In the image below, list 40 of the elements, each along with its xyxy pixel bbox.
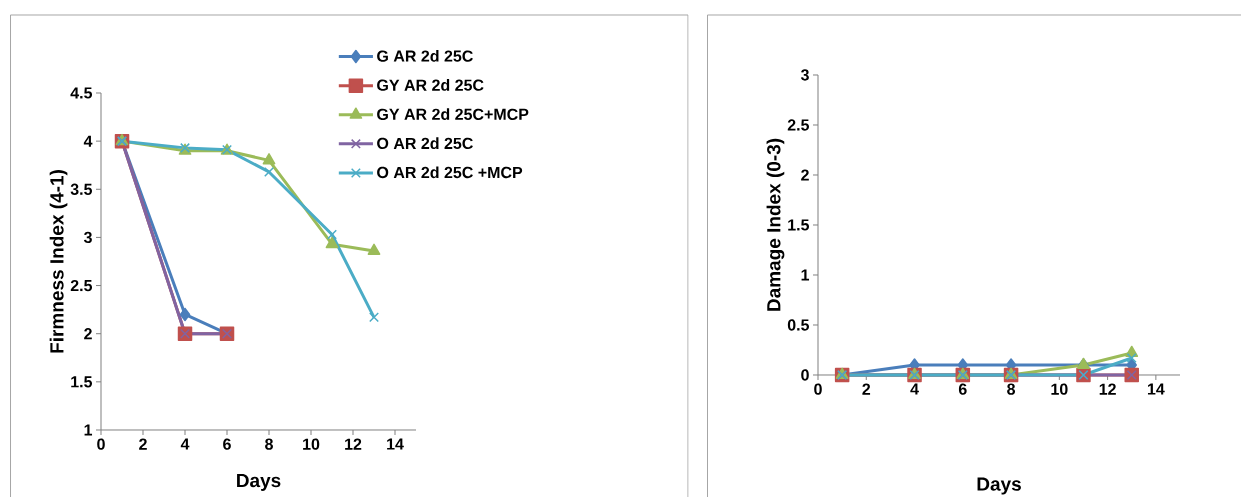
y-tick-label: 1.5: [71, 376, 93, 388]
legend-label: O AR 2d 25C +MCP: [377, 166, 523, 179]
x-tick-label: 14: [1147, 383, 1165, 395]
x-tick-label: 8: [1007, 383, 1016, 395]
x-tick-label: 14: [387, 438, 404, 450]
x-tick-label: 8: [265, 438, 273, 450]
x-tick-label: 4: [910, 383, 919, 395]
legend-label: O AR 2d 25C: [377, 137, 473, 150]
x-axis-title: Days: [237, 473, 281, 491]
y-tick-label: 2: [84, 328, 92, 340]
y-tick-label: 2: [801, 169, 809, 181]
x-tick-label: 6: [958, 383, 967, 395]
y-tick-label: 0: [801, 369, 809, 381]
x-tick-label: 0: [97, 438, 105, 450]
y-tick-label: 4: [83, 135, 93, 147]
x-tick-label: 10: [303, 438, 320, 450]
y-tick-label: 3: [800, 69, 809, 81]
y-axis-title: Firmness Index (4-1): [49, 170, 68, 353]
legend-label: G AR 2d 25C: [377, 50, 473, 62]
y-tick-label: 1: [801, 269, 810, 281]
y-tick-label: 1.5: [788, 219, 810, 231]
y-tick-label: 0.5: [787, 319, 810, 331]
y-tick-label: 2.5: [70, 279, 93, 292]
x-tick-label: 10: [1051, 383, 1068, 395]
legend-label: GY AR 2d 25C+MCP: [377, 108, 529, 120]
x-tick-label: 0: [814, 383, 822, 395]
y-tick-label: 3: [83, 231, 92, 244]
x-tick-label: 6: [223, 438, 231, 450]
x-axis-title: Days: [977, 477, 1021, 495]
y-tick-label: 2.5: [787, 119, 810, 131]
x-tick-label: 12: [1099, 383, 1116, 395]
x-tick-label: 2: [139, 438, 147, 450]
y-tick-label: 1: [84, 424, 93, 436]
y-tick-label: 4.5: [70, 87, 93, 99]
x-tick-label: 4: [180, 438, 190, 450]
legend-label: GY AR 2d 25C: [377, 79, 484, 91]
y-tick-label: 3.5: [70, 183, 93, 195]
y-axis-title: Damage Index (0-3): [766, 138, 785, 311]
x-tick-label: 2: [862, 383, 871, 395]
x-tick-label: 12: [345, 438, 362, 450]
